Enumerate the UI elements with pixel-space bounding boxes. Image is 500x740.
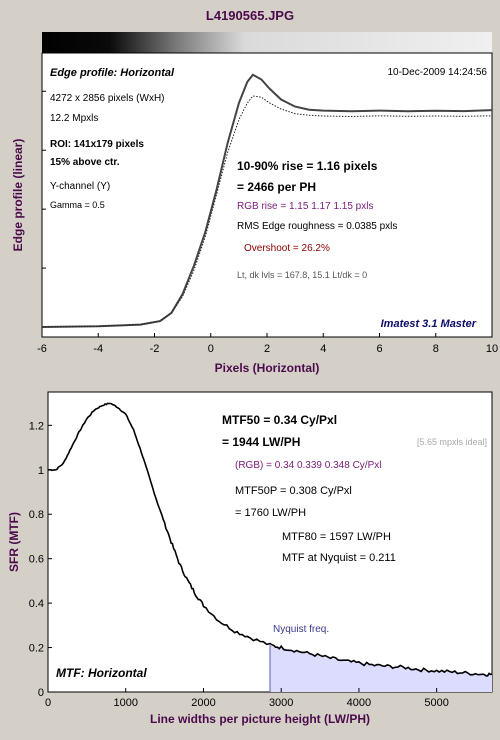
mtf-y-tick-label: 1.2 xyxy=(29,420,44,432)
edge-info-line: Y-channel (Y) xyxy=(50,181,110,192)
edge-x-tick-label: 10 xyxy=(486,343,498,355)
nyquist-region xyxy=(270,645,492,692)
edge-x-axis-label: Pixels (Horizontal) xyxy=(215,361,320,375)
edge-x-tick-label: -4 xyxy=(93,343,103,355)
edge-info-line: Gamma = 0.5 xyxy=(50,200,105,210)
edge-chart-title: Edge profile: Horizontal xyxy=(50,67,175,79)
mtf-y-tick-label: 1 xyxy=(38,465,44,477)
edge-x-tick-label: 6 xyxy=(376,343,382,355)
mtf50p-lwph: = 1760 LW/PH xyxy=(235,507,306,519)
window-title: L4190565.JPG xyxy=(205,8,295,23)
edge-x-tick-label: -6 xyxy=(37,343,47,355)
mtf50-value: MTF50 = 0.34 Cy/Pxl xyxy=(222,413,337,427)
mtf-y-tick-label: 0 xyxy=(38,687,44,699)
edge-info-line: 4272 x 2856 pixels (WxH) xyxy=(50,93,165,104)
mtf-y-tick-label: 0.8 xyxy=(29,509,44,521)
edge-plot-area xyxy=(41,52,493,338)
edge-y-axis-label: Edge profile (linear) xyxy=(11,139,25,252)
rise-per-ph: = 2466 per PH xyxy=(237,180,316,194)
mtf-x-tick-label: 4000 xyxy=(347,697,371,709)
edge-info-line: ROI: 141x179 pixels xyxy=(50,139,144,150)
mtf-x-tick-label: 5000 xyxy=(424,697,448,709)
mtf50-lwph: = 1944 LW/PH xyxy=(222,435,300,449)
edge-info-line: 15% above ctr. xyxy=(50,157,120,168)
mtf-y-tick-label: 0.6 xyxy=(29,554,44,566)
mtf-x-tick-label: 3000 xyxy=(269,697,293,709)
mtf-x-tick-label: 0 xyxy=(45,697,51,709)
edge-info-line: 12.2 Mpxls xyxy=(50,113,98,124)
rise-value: 10-90% rise = 1.16 pixels xyxy=(237,159,378,173)
edge-x-tick-label: 2 xyxy=(264,343,270,355)
mtf-x-tick-label: 1000 xyxy=(113,697,137,709)
rgb-rise: RGB rise = 1.15 1.17 1.15 pxls xyxy=(237,201,373,212)
imatest-brand: Imatest 3.1 Master xyxy=(381,318,477,330)
mtf-y-tick-label: 0.4 xyxy=(29,598,44,610)
grayscale-strip xyxy=(42,32,492,53)
edge-x-tick-label: 0 xyxy=(208,343,214,355)
mtf-chart-title: MTF: Horizontal xyxy=(56,666,147,680)
mtf-x-tick-label: 2000 xyxy=(191,697,215,709)
mtf-y-axis-label: SFR (MTF) xyxy=(7,512,21,572)
mtf50-rgb: (RGB) = 0.34 0.339 0.348 Cy/Pxl xyxy=(235,460,381,471)
edge-date: 10-Dec-2009 14:24:56 xyxy=(387,67,487,78)
light-dark-levels: Lt, dk lvls = 167.8, 15.1 Lt/dk = 0 xyxy=(237,270,367,280)
mtf-curve xyxy=(48,402,493,677)
ideal-mpxls: [5.65 mpxls ideal] xyxy=(417,437,487,447)
edge-x-tick-label: -2 xyxy=(150,343,160,355)
edge-profile-dotted-line xyxy=(41,95,493,328)
mtf80-value: MTF80 = 1597 LW/PH xyxy=(282,531,391,543)
nyquist-label: Nyquist freq. xyxy=(273,624,329,635)
mtf-y-tick-label: 0.2 xyxy=(29,643,44,655)
nyquist-mtf-value: MTF at Nyquist = 0.211 xyxy=(282,552,396,564)
edge-x-tick-label: 8 xyxy=(433,343,439,355)
overshoot: Overshoot = 26.2% xyxy=(244,243,330,254)
edge-roughness: RMS Edge roughness = 0.0385 pxls xyxy=(237,221,397,232)
edge-x-tick-label: 4 xyxy=(320,343,326,355)
mtf50p-value: MTF50P = 0.308 Cy/Pxl xyxy=(235,485,352,497)
mtf-x-axis-label: Line widths per picture height (LW/PH) xyxy=(150,712,370,726)
